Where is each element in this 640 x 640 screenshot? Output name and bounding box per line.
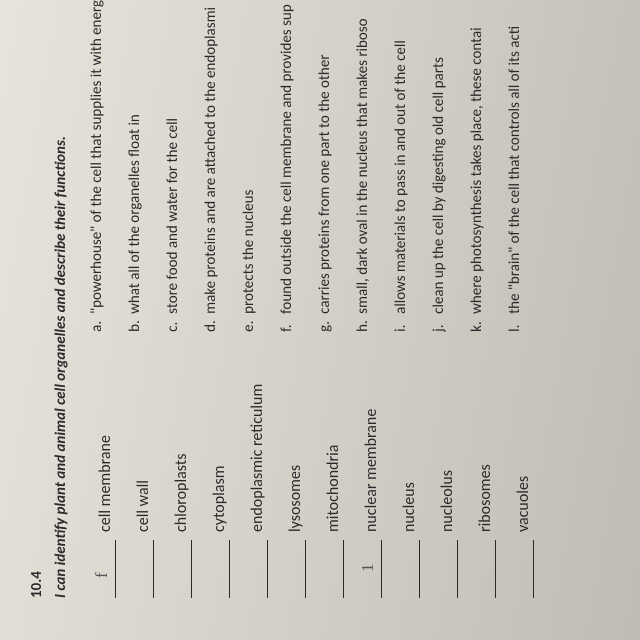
answer-blank[interactable] [476,540,496,598]
answer-blank[interactable] [134,540,154,598]
term-label: nucleolus [438,470,458,532]
definition-row: f.found outside the cell membrane and pr… [278,0,304,332]
definition-text: the "brain" of the cell that controls al… [506,26,524,314]
definition-row: b.what all of the organelles float in [126,0,152,332]
definition-text: found outside the cell membrane and prov… [278,4,296,314]
answer-blank[interactable]: 1 [362,540,382,598]
term-row: nucleus [392,376,420,598]
handwritten-answer: 1 [358,564,378,573]
definition-row: a."powerhouse" of the cell that supplies… [88,0,114,332]
term-label: nucleus [400,482,420,532]
definition-row: d.make proteins and are attached to the … [202,0,228,332]
answer-blank[interactable] [400,540,420,598]
answer-blank[interactable] [210,540,230,598]
term-label: ribosomes [476,464,496,532]
definition-text: carries proteins from one part to the ot… [316,54,334,313]
term-row: ribosomes [468,376,496,598]
definition-row: h.small, dark oval in the nucleus that m… [354,0,380,332]
definition-text: protects the nucleus [240,190,258,314]
definition-letter: l. [506,314,524,332]
definition-text: make proteins and are attached to the en… [202,7,220,314]
definition-row: g.carries proteins from one part to the … [316,0,342,332]
definition-text: store food and water for the cell [164,118,182,314]
definition-letter: i. [392,314,410,332]
term-label: cytoplasm [210,465,230,532]
term-row: cytoplasm [202,376,230,598]
answer-blank[interactable] [438,540,458,598]
definition-row: j.clean up the cell by digesting old cel… [430,0,456,332]
answer-blank[interactable] [324,540,344,598]
definition-text: where photosynthesis takes place, these … [468,27,486,313]
section-number: 10.4 [28,0,46,598]
definition-text: small, dark oval in the nucleus that mak… [354,18,372,313]
terms-column: f cell membrane cell wall chloroplasts c… [88,376,544,598]
definition-letter: h. [354,314,372,332]
definition-letter: b. [126,314,144,332]
definition-text: "powerhouse" of the cell that supplies i… [88,0,106,314]
term-row: f cell membrane [88,376,116,598]
definition-letter: a. [88,314,106,332]
learning-objective: I can identify plant and animal cell org… [52,0,70,598]
term-label: chloroplasts [172,454,192,532]
definition-text: allows materials to pass in and out of t… [392,40,410,314]
term-row: cell wall [126,376,154,598]
term-row: endoplasmic reticulum [240,376,268,598]
definitions-column: a."powerhouse" of the cell that supplies… [88,0,544,332]
answer-blank[interactable] [248,540,268,598]
term-row: vacuoles [506,376,534,598]
definition-row: i.allows materials to pass in and out of… [392,0,418,332]
definition-row: c.store food and water for the cell [164,0,190,332]
term-row: lysosomes [278,376,306,598]
matching-content: f cell membrane cell wall chloroplasts c… [88,0,544,598]
term-label: vacuoles [514,476,534,532]
handwritten-answer: f [92,572,112,578]
term-label: mitochondria [324,445,344,532]
worksheet-page: 10.4 I can identify plant and animal cel… [0,0,640,640]
answer-blank[interactable] [286,540,306,598]
definition-letter: d. [202,314,220,332]
term-label: cell membrane [96,435,116,532]
answer-blank[interactable]: f [96,540,116,598]
term-label: lysosomes [286,465,306,532]
answer-blank[interactable] [172,540,192,598]
term-row: nucleolus [430,376,458,598]
definition-letter: f. [278,314,296,332]
term-row: 1 nuclear membrane [354,376,382,598]
term-label: nuclear membrane [362,409,382,532]
definition-row: ✗l.the "brain" of the cell that controls… [506,0,532,332]
answer-blank[interactable] [514,540,534,598]
definition-text: clean up the cell by digesting old cell … [430,57,448,314]
definition-row: e.protects the nucleus [240,0,266,332]
term-row: chloroplasts [164,376,192,598]
definition-letter: c. [164,314,182,332]
definition-letter: g. [316,314,334,332]
term-label: endoplasmic reticulum [248,384,268,532]
definition-letter: e. [240,314,258,332]
definition-text: what all of the organelles float in [126,114,144,314]
definition-letter: k. [468,314,486,332]
definition-row: k.where photosynthesis takes place, thes… [468,0,494,332]
term-label: cell wall [134,480,154,532]
term-row: mitochondria [316,376,344,598]
definition-letter: j. [430,314,448,332]
